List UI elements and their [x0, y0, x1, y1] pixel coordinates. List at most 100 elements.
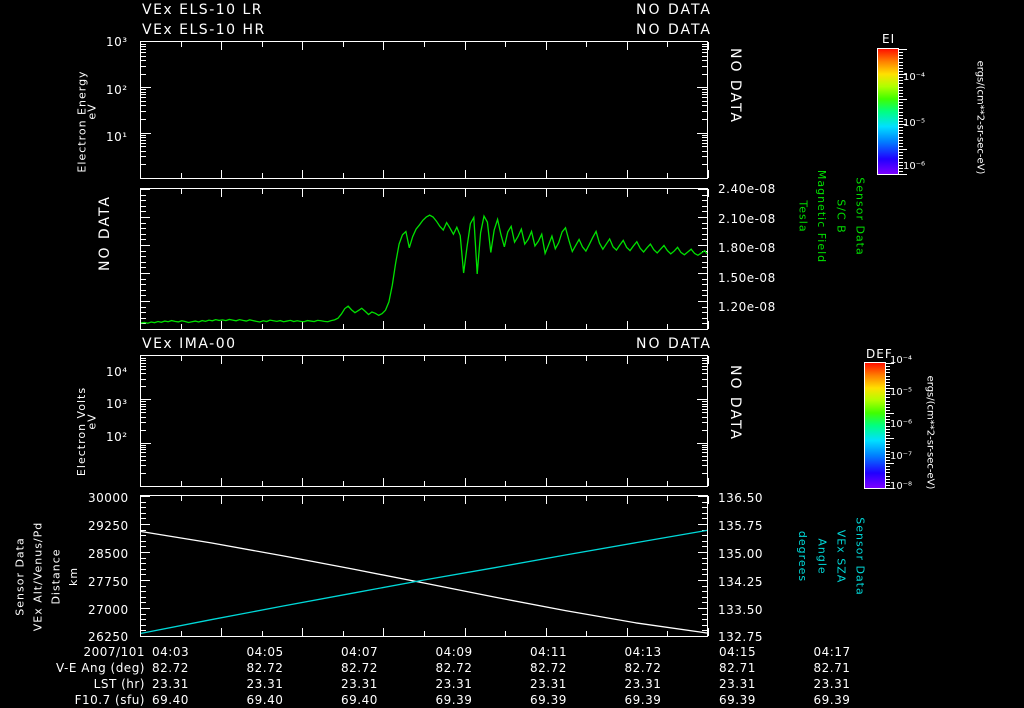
panel2-plot-frame	[140, 188, 708, 330]
footer-time-2: 04:07	[341, 645, 379, 659]
panel4-left-ytick-3: 27750	[88, 575, 129, 589]
footer-row-label-0: V-E Ang (deg)	[56, 661, 145, 675]
panel1-ytick-0: 10³	[106, 35, 128, 49]
colorbar-def-tick-2: 10⁻⁶	[890, 419, 913, 430]
footer-time-6: 04:15	[719, 645, 757, 659]
footer-f107-5: 69.39	[624, 693, 662, 707]
colorbar-def-title: DEF	[866, 347, 893, 361]
footer-ve-ang-1: 82.72	[246, 661, 284, 675]
panel1-ylabel-line2: eV	[85, 103, 99, 120]
footer-time-5: 04:13	[624, 645, 662, 659]
footer-ve-ang-4: 82.72	[530, 661, 567, 675]
footer-ve-ang-5: 82.72	[624, 661, 662, 675]
footer-lst-6: 23.31	[719, 677, 756, 691]
footer-row-label-1: LST (hr)	[93, 677, 145, 691]
colorbar-ei-title: EI	[882, 32, 896, 46]
panel4-left-ytick-1: 29250	[88, 519, 129, 533]
panel4-right-ytick-5: 132.75	[718, 630, 763, 644]
panel4-left-ytick-4: 27000	[88, 603, 129, 617]
panel4-right-label-4-text: degrees	[796, 530, 810, 583]
colorbar-ei-tick-1: 10⁻⁵	[903, 118, 926, 129]
footer-f107-3: 69.39	[435, 693, 473, 707]
footer-lst-0: 23.31	[152, 677, 189, 691]
footer-lst-5: 23.31	[624, 677, 662, 691]
panel4-right-ytick-4: 133.50	[718, 603, 763, 617]
panel2-nodata-left-text: NO DATA	[96, 194, 113, 272]
panel4-left-ytick-5: 26250	[88, 630, 129, 644]
footer-lst-4: 23.31	[530, 677, 567, 691]
panel3-ytick-1: 10³	[106, 397, 128, 411]
panel4-right-label-4: degrees	[743, 531, 863, 582]
footer-lst-1: 23.31	[246, 677, 284, 691]
footer-f107-1: 69.40	[246, 693, 284, 707]
footer-ve-ang-0: 82.72	[152, 661, 189, 675]
colorbar-def-tick-1: 10⁻⁵	[890, 387, 913, 398]
panel3-nodata-right: NO DATA	[690, 365, 780, 441]
footer-time-3: 04:09	[435, 645, 473, 659]
panel3-plot-frame	[140, 355, 708, 487]
panel1-nodata-right-text: NO DATA	[726, 47, 743, 125]
footer-f107-4: 69.39	[530, 693, 567, 707]
colorbar-def-tick-0: 10⁻⁴	[890, 355, 913, 366]
colorbar-def-tick-4: 10⁻⁸	[890, 481, 913, 492]
panel1-plot-frame	[140, 41, 708, 179]
panel4-left-ytick-2: 28500	[88, 547, 129, 561]
panel1-nodata-right: NO DATA	[690, 48, 780, 124]
footer-ve-ang-2: 82.72	[341, 661, 378, 675]
colorbar-ei-tick-0: 10⁻⁴	[903, 72, 926, 83]
footer-ve-ang-7: 82.71	[813, 661, 851, 675]
panel2-ytick-2: 1.80e-08	[718, 241, 776, 255]
panel2-ytick-0: 2.40e-08	[718, 182, 776, 196]
panel3-nodata-right-text: NO DATA	[726, 364, 743, 442]
panel1-ytick-2: 10¹	[106, 130, 128, 144]
panel2-right-label-4-text: Tesla	[796, 200, 810, 233]
panel2-nodata-left: NO DATA	[60, 195, 150, 271]
colorbar-def-tick-3: 10⁻⁷	[890, 451, 913, 462]
colorbar-ei-tick-2: 10⁻⁶	[903, 161, 926, 172]
colorbar-ei-unit-text: ergs/(cm**2-sr-sec-eV)	[974, 60, 986, 175]
colorbar-def-gradient	[864, 362, 886, 489]
panel4-right-ytick-2: 135.00	[718, 547, 763, 561]
colorbar-ei-unit: ergs/(cm**2-sr-sec-eV)	[880, 61, 1024, 175]
footer-date-label: 2007/101	[83, 645, 145, 659]
panel2-ytick-4: 1.20e-08	[718, 300, 776, 314]
colorbar-def-unit-text: ergs/(cm**2-sr-sec-eV)	[924, 375, 936, 490]
panel3-title: VEx IMA-00	[142, 336, 237, 352]
panel2-right-label-4: Tesla	[743, 200, 863, 232]
footer-ve-ang-6: 82.71	[719, 661, 756, 675]
panel4-right-ytick-3: 134.25	[718, 575, 763, 589]
footer-lst-7: 23.31	[813, 677, 851, 691]
panel1-nodata-lr: NO DATA	[636, 2, 713, 18]
panel1-title-lr: VEx ELS-10 LR	[142, 2, 264, 18]
footer-time-7: 04:17	[813, 645, 851, 659]
panel1-title-hr: VEx ELS-10 HR	[142, 22, 266, 38]
panel2-ytick-1: 2.10e-08	[718, 212, 776, 226]
panel1-ytick-1: 10²	[106, 83, 128, 97]
footer-f107-6: 69.39	[719, 693, 756, 707]
footer-ve-ang-3: 82.72	[435, 661, 473, 675]
footer-time-4: 04:11	[530, 645, 568, 659]
panel3-ylabel-line2: eV	[85, 413, 99, 430]
panel4-left-ytick-0: 30000	[88, 491, 129, 505]
colorbar-def-unit: ergs/(cm**2-sr-sec-eV)	[830, 376, 1024, 490]
footer-time-1: 04:05	[246, 645, 284, 659]
panel1-ylabel-line1: Electron Energy	[75, 70, 89, 173]
colorbar-ei-gradient	[877, 48, 899, 175]
footer-row-label-2: F10.7 (sfu)	[74, 693, 145, 707]
footer-time-0: 04:03	[152, 645, 190, 659]
panel4-right-ytick-0: 136.50	[718, 491, 763, 505]
panel2-ytick-3: 1.50e-08	[718, 271, 776, 285]
panel3-yunit: eV	[62, 410, 122, 429]
panel3-ytick-2: 10²	[106, 430, 128, 444]
footer-f107-7: 69.39	[813, 693, 851, 707]
footer-lst-2: 23.31	[341, 677, 378, 691]
panel1-nodata-hr: NO DATA	[636, 22, 713, 38]
panel3-ylabel-line1: Electron Volts	[75, 386, 89, 477]
panel1-yunit: eV	[62, 100, 122, 119]
panel3-ytick-0: 10⁴	[106, 365, 128, 379]
footer-lst-3: 23.31	[435, 677, 473, 691]
footer-f107-2: 69.40	[341, 693, 378, 707]
panel4-plot-frame	[140, 495, 708, 637]
panel4-right-ytick-1: 135.75	[718, 519, 763, 533]
footer-f107-0: 69.40	[152, 693, 189, 707]
